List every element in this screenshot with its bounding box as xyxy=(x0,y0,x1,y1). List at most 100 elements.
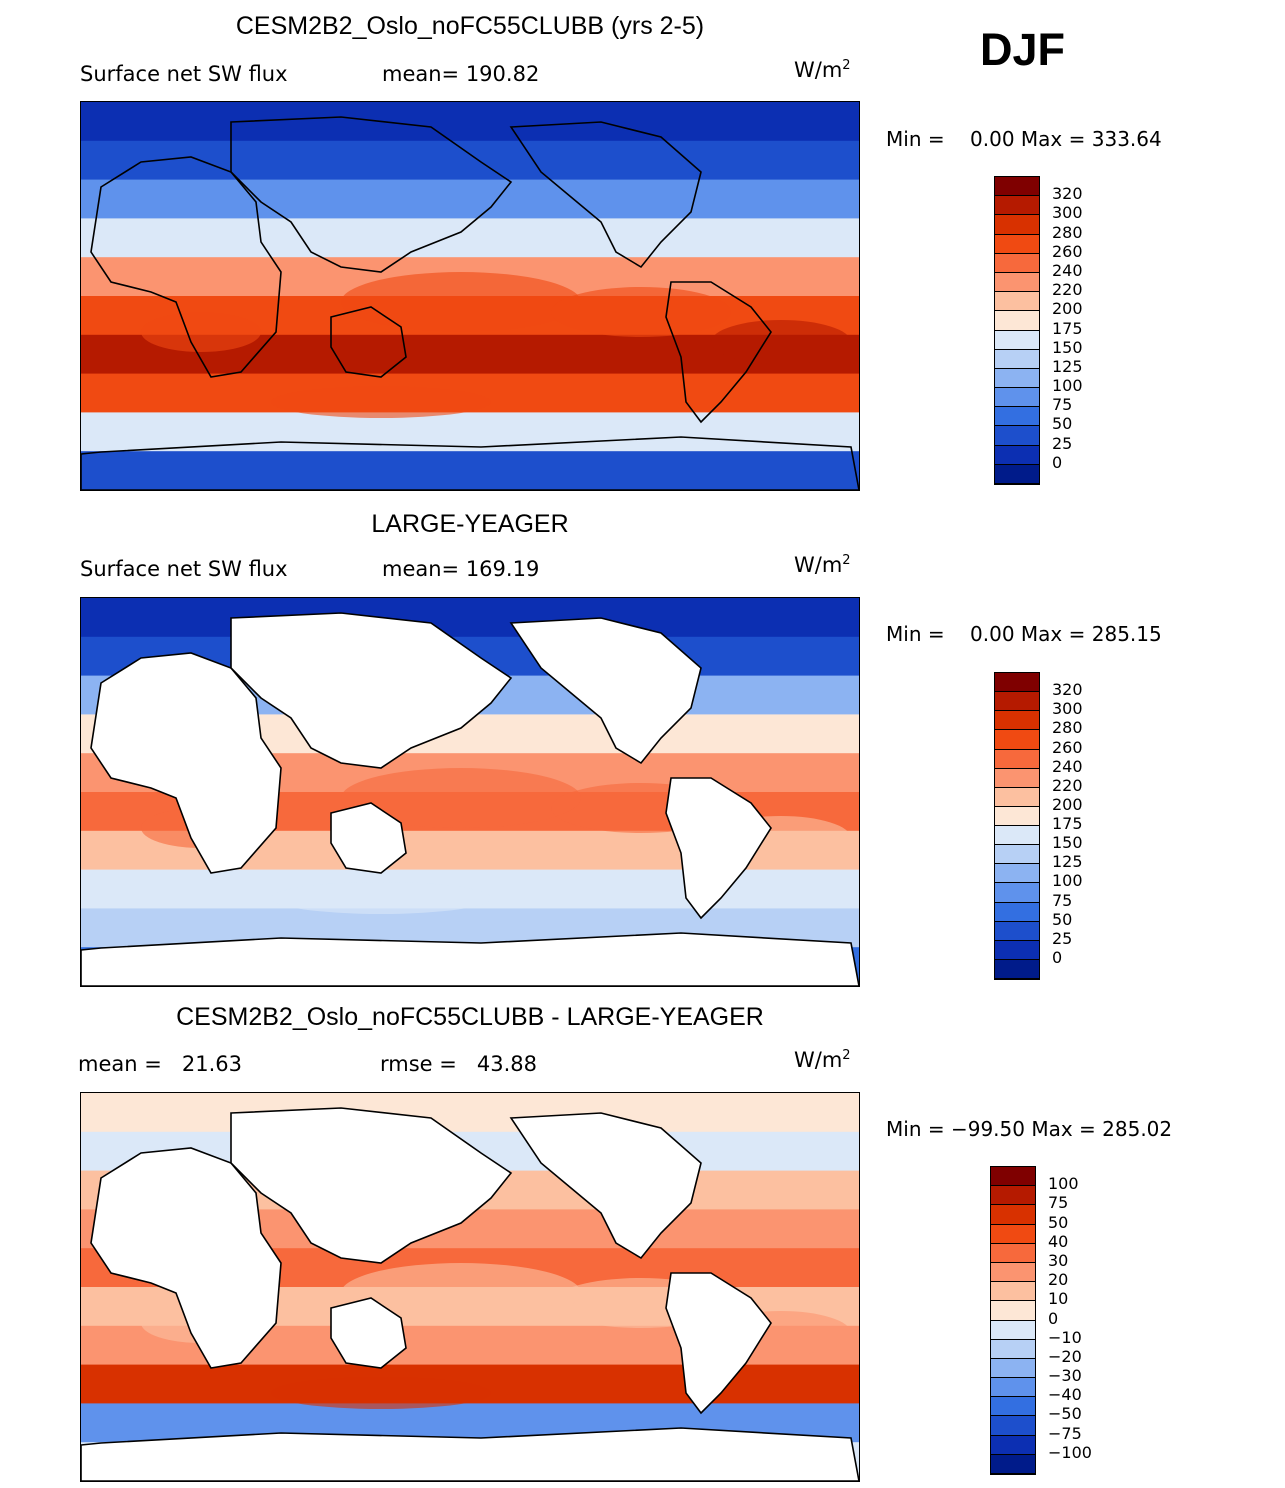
colorbar-label: 125 xyxy=(1052,852,1083,872)
colorbar-segment xyxy=(995,826,1039,846)
map-blob xyxy=(271,386,491,418)
coastline xyxy=(509,121,702,269)
panel1-minmax: Min = 0.00 Max = 333.64 xyxy=(886,127,1162,151)
colorbar-label: 100 xyxy=(1048,1174,1079,1194)
coastline xyxy=(81,436,859,490)
coastline xyxy=(230,116,513,273)
colorbar-segment xyxy=(991,1301,1035,1321)
map-blob xyxy=(711,320,851,364)
colorbar-label: 75 xyxy=(1048,1193,1069,1213)
colorbar-label: 150 xyxy=(1052,833,1083,853)
colorbar-label: 125 xyxy=(1052,356,1083,376)
map-band xyxy=(81,598,859,638)
colorbar-label: 240 xyxy=(1052,260,1083,280)
colorbar-segment xyxy=(991,1262,1035,1283)
panel3-map-svg xyxy=(81,1093,859,1481)
colorbar-label: 0 xyxy=(1052,947,1063,967)
colorbar-segment xyxy=(991,1224,1035,1244)
colorbar-label: 220 xyxy=(1052,280,1083,300)
colorbar-label: 260 xyxy=(1052,241,1083,261)
coastline xyxy=(90,156,282,378)
colorbar-label: 200 xyxy=(1052,794,1083,814)
colorbar-label: −10 xyxy=(1048,1327,1082,1347)
colorbar-label: 300 xyxy=(1052,699,1083,719)
map-blob xyxy=(271,882,491,914)
coastline xyxy=(90,1147,282,1369)
map-blob xyxy=(141,312,261,352)
colorbar-segment xyxy=(995,272,1039,293)
coastline xyxy=(330,1297,407,1369)
colorbar-label: 50 xyxy=(1048,1212,1069,1232)
colorbar-segment xyxy=(995,177,1039,197)
colorbar-segment xyxy=(995,959,1039,979)
colorbar-segment xyxy=(995,673,1039,693)
colorbar-segment xyxy=(991,1416,1035,1436)
panel2-units: W/m2 xyxy=(794,553,851,577)
coastline xyxy=(81,932,859,986)
coastline xyxy=(230,1107,513,1264)
colorbar-label: 100 xyxy=(1052,376,1083,396)
coastline xyxy=(90,652,282,874)
coastline xyxy=(665,1272,772,1415)
coastline xyxy=(509,617,702,765)
colorbar-label: −40 xyxy=(1048,1385,1082,1405)
colorbar-segment xyxy=(995,768,1039,788)
colorbar-label: 20 xyxy=(1048,1270,1069,1290)
colorbar-segment xyxy=(991,1378,1035,1398)
colorbar-segment xyxy=(995,426,1039,446)
colorbar-segment xyxy=(995,883,1039,903)
colorbar-segment xyxy=(991,1167,1035,1187)
coastline xyxy=(665,281,772,424)
map-blob xyxy=(341,272,581,332)
colorbar-segment xyxy=(995,711,1039,731)
map-blob xyxy=(271,1377,491,1409)
colorbar-label: 75 xyxy=(1052,890,1073,910)
panel3-units: W/m2 xyxy=(794,1048,851,1072)
colorbar-segment xyxy=(995,464,1039,484)
season-label: DJF xyxy=(980,24,1066,75)
panel3-right-label: rmse = 43.88 xyxy=(380,1052,537,1076)
panel2-title: LARGE-YEAGER xyxy=(371,510,569,538)
coastline xyxy=(330,802,407,874)
colorbar-label: 25 xyxy=(1052,433,1073,453)
colorbar-label: 50 xyxy=(1052,909,1073,929)
colorbar-label: 0 xyxy=(1052,452,1063,472)
colorbar-segment xyxy=(995,692,1039,712)
panel1-map-svg xyxy=(81,102,859,490)
coastline xyxy=(665,777,772,920)
colorbar-segment xyxy=(995,902,1039,922)
colorbar-label: −20 xyxy=(1048,1346,1082,1366)
colorbar-label: −30 xyxy=(1048,1366,1082,1386)
map-blob xyxy=(551,287,731,337)
colorbar-segment xyxy=(995,749,1039,769)
colorbar-label: 0 xyxy=(1048,1308,1059,1328)
colorbar-segment xyxy=(995,940,1039,960)
colorbar-segment xyxy=(995,845,1039,865)
colorbar-segment xyxy=(995,921,1039,941)
panel2-left-label: Surface net SW flux xyxy=(80,557,288,581)
map-blob xyxy=(341,1263,581,1323)
map-band xyxy=(81,179,859,220)
map-band xyxy=(81,140,859,181)
colorbar-segment xyxy=(995,407,1039,427)
coastline xyxy=(509,1112,702,1260)
colorbar-segment xyxy=(995,292,1039,312)
colorbar-label: −75 xyxy=(1048,1423,1082,1443)
colorbar-label: 320 xyxy=(1052,184,1083,204)
panel3-left-label: mean = 21.63 xyxy=(78,1052,242,1076)
colorbar-label: 240 xyxy=(1052,756,1083,776)
colorbar-label: 40 xyxy=(1048,1231,1069,1251)
colorbar-segment xyxy=(995,330,1039,350)
colorbar-label: 280 xyxy=(1052,222,1083,242)
colorbar-segment xyxy=(991,1243,1035,1263)
colorbar-segment xyxy=(995,368,1039,389)
colorbar-label: 75 xyxy=(1052,395,1073,415)
colorbar-segment xyxy=(995,196,1039,216)
colorbar-label: 200 xyxy=(1052,299,1083,319)
colorbar-label: 220 xyxy=(1052,775,1083,795)
colorbar-label: 50 xyxy=(1052,414,1073,434)
colorbar-label: 25 xyxy=(1052,928,1073,948)
panel2-map xyxy=(80,597,860,987)
colorbar-label: 260 xyxy=(1052,737,1083,757)
panel2-minmax: Min = 0.00 Max = 285.15 xyxy=(886,622,1162,646)
